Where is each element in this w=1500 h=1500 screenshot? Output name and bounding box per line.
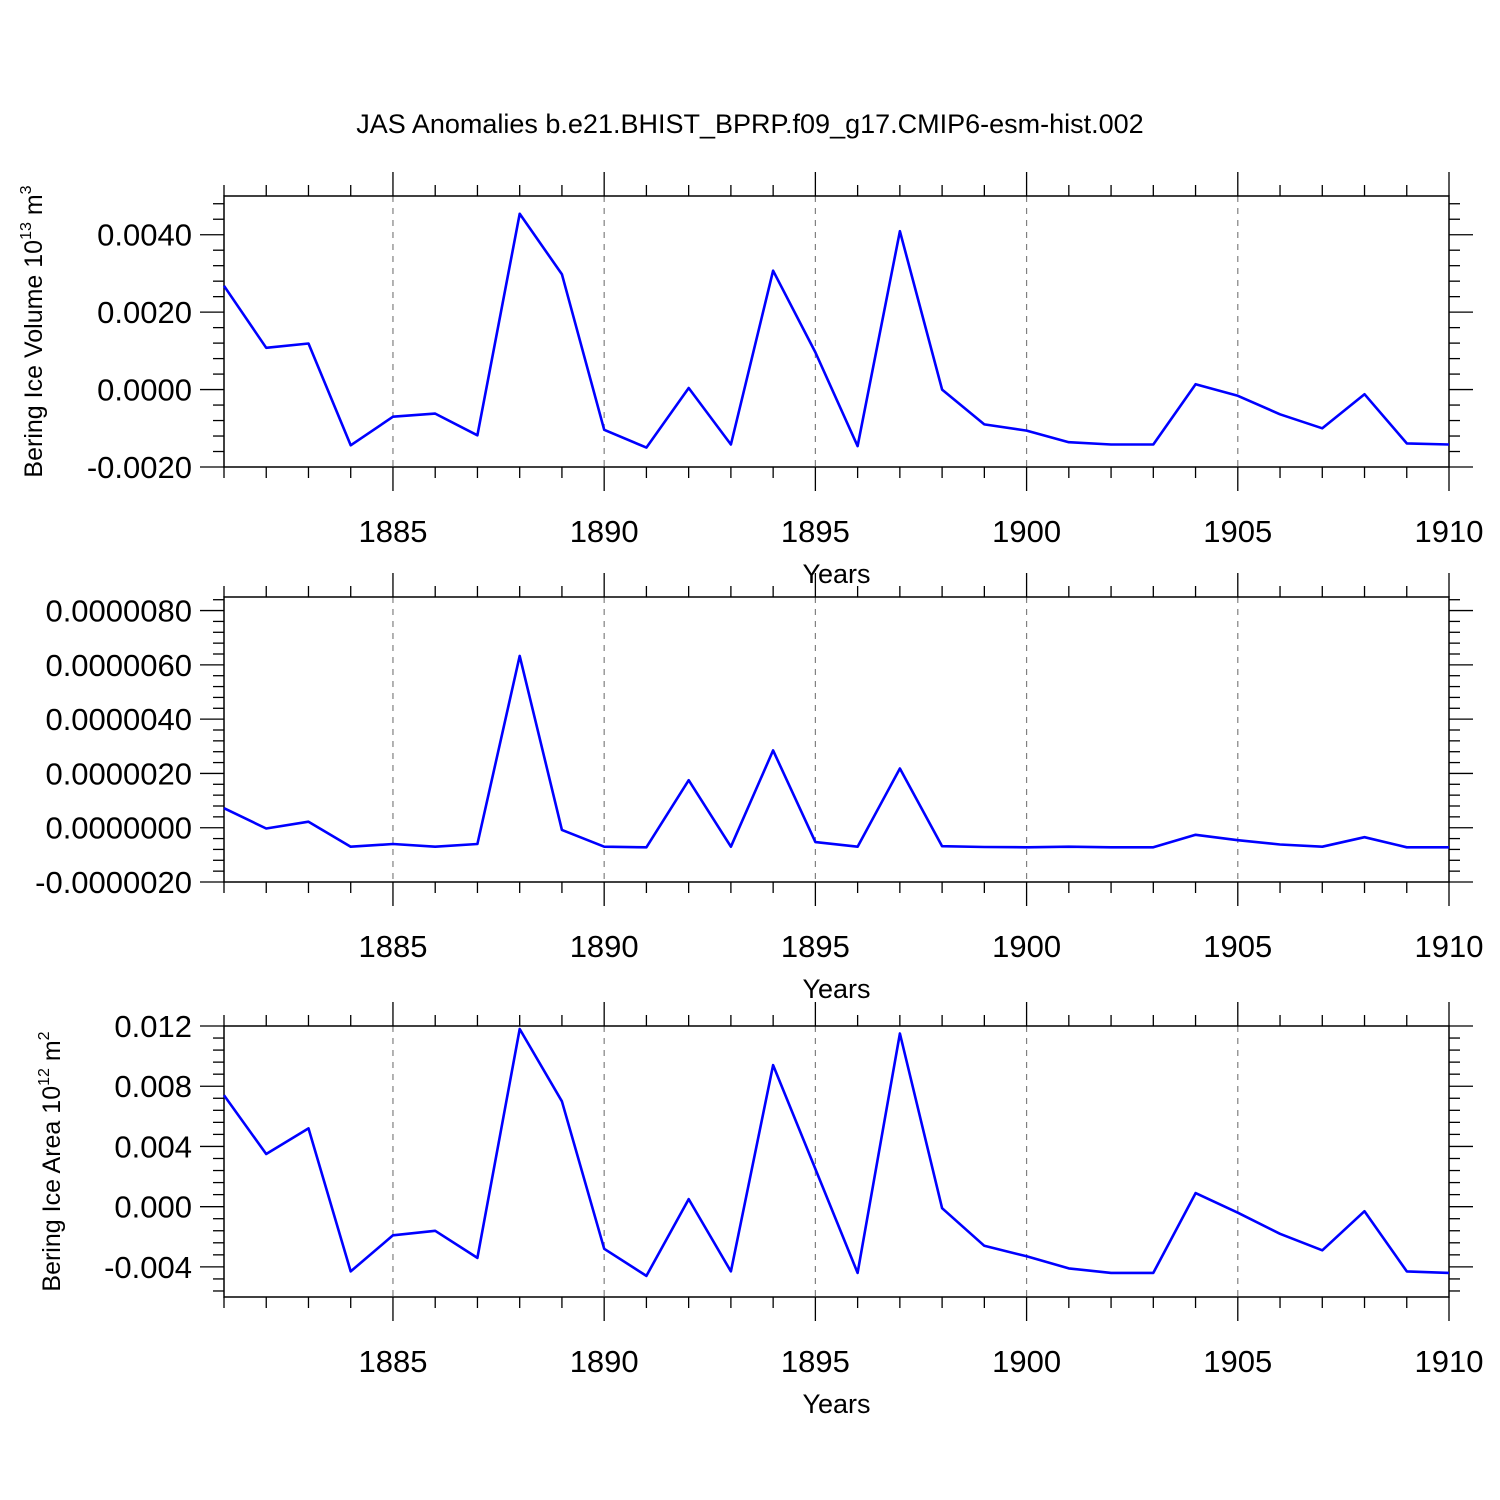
x-axis-label: Years [802,974,870,1004]
y-axis-label: Bering Ice Area 1012 m2 [36,1031,66,1291]
y-axis-label: Bering Ice Volume 1013 m3 [18,185,48,477]
x-tick-label: 1890 [570,1344,639,1379]
y-tick-label: -0.0020 [87,450,192,485]
chart-title: JAS Anomalies b.e21.BHIST_BPRP.f09_g17.C… [356,109,1143,139]
series-line [222,1027,1450,1278]
x-tick-label: 1910 [1415,514,1484,549]
x-tick-label: 1910 [1415,1344,1484,1379]
y-tick-label: 0.008 [114,1069,192,1104]
y-tick-label: 0.0000000 [45,811,192,846]
x-tick-label: 1905 [1203,1344,1272,1379]
panel-3: -0.004 0.000 0.004 0.008 0.012 1885 1890 1895 19… [36,1002,1483,1419]
y-tick-label: 0.0000040 [45,702,192,737]
x-tick-label: 1900 [992,1344,1061,1379]
x-tick-label: 1895 [781,514,850,549]
y-tick-label: 0.012 [114,1009,192,1044]
x-tick-label: 1910 [1415,929,1484,964]
y-tick-label: 0.0020 [97,295,192,330]
plot-frame [223,195,1450,468]
x-tick-label: 1890 [570,514,639,549]
x-tick-label: 1885 [358,929,427,964]
x-tick-label: 1905 [1203,929,1272,964]
x-tick-label: 1890 [570,929,639,964]
series-line [222,212,1450,449]
x-tick-label: 1885 [358,514,427,549]
chart-panels: -0.0020 0.0000 0.0020 0.0040 1885 1890 1895 190… [18,172,1483,1419]
y-tick-label: 0.0000080 [45,594,192,629]
y-tick-label: 0.0040 [97,218,192,253]
x-tick-label: 1885 [358,1344,427,1379]
x-tick-label: 1895 [781,929,850,964]
x-tick-label: 1895 [781,1344,850,1379]
y-tick-label: 0.004 [114,1129,192,1164]
x-tick-label: 1900 [992,929,1061,964]
plot-frame [223,1025,1450,1298]
y-tick-label: -0.004 [104,1250,192,1285]
y-tick-label: -0.0000020 [35,865,192,900]
series-line [223,654,1449,849]
y-tick-label: 0.000 [114,1190,192,1225]
y-tick-label: 0.0000060 [45,648,192,683]
panel-1: -0.0020 0.0000 0.0020 0.0040 1885 1890 1895 190… [18,172,1483,589]
plot-frame [223,596,1450,883]
y-tick-label: 0.0000 [97,373,192,408]
x-axis-label: Years [802,559,870,589]
panel-2: -0.0000020 0.0000000 0.0000020 0.0000040 0.0… [35,573,1483,1004]
y-tick-label: 0.0000020 [45,756,192,791]
x-axis-label: Years [802,1389,870,1419]
x-tick-label: 1900 [992,514,1061,549]
x-tick-label: 1905 [1203,514,1272,549]
